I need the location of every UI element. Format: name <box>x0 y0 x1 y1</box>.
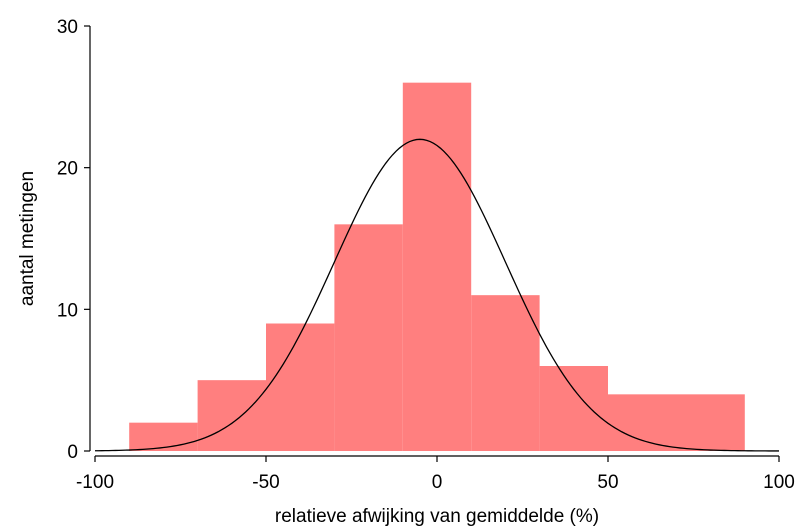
normal-curve <box>94 138 779 452</box>
histogram-bar <box>129 422 198 451</box>
x-tick-label: -50 <box>252 472 279 493</box>
x-axis-title: relatieve afwijking van gemiddelde (%) <box>275 506 599 526</box>
histogram-bar <box>197 380 266 451</box>
y-axis-title: aantal metingen <box>17 171 38 306</box>
histogram-bars <box>129 82 745 452</box>
histogram-bar <box>266 323 335 451</box>
x-tick-label: 100 <box>763 472 795 493</box>
x-tick-label: 0 <box>432 472 443 493</box>
histogram-bar <box>471 295 540 451</box>
histogram-bar <box>334 224 403 451</box>
histogram-bar <box>608 394 745 451</box>
y-tick-label: 10 <box>57 300 78 321</box>
y-tick-label: 20 <box>57 159 78 180</box>
y-tick-label: 0 <box>67 442 78 463</box>
y-tick-label: 30 <box>57 17 78 38</box>
x-tick-label: 50 <box>597 472 618 493</box>
axes: 0 10 20 30 -100 -50 0 50 100 <box>57 17 795 493</box>
histogram-bar <box>539 366 608 451</box>
x-tick-label: -100 <box>76 472 114 493</box>
histogram-bar <box>402 82 472 452</box>
